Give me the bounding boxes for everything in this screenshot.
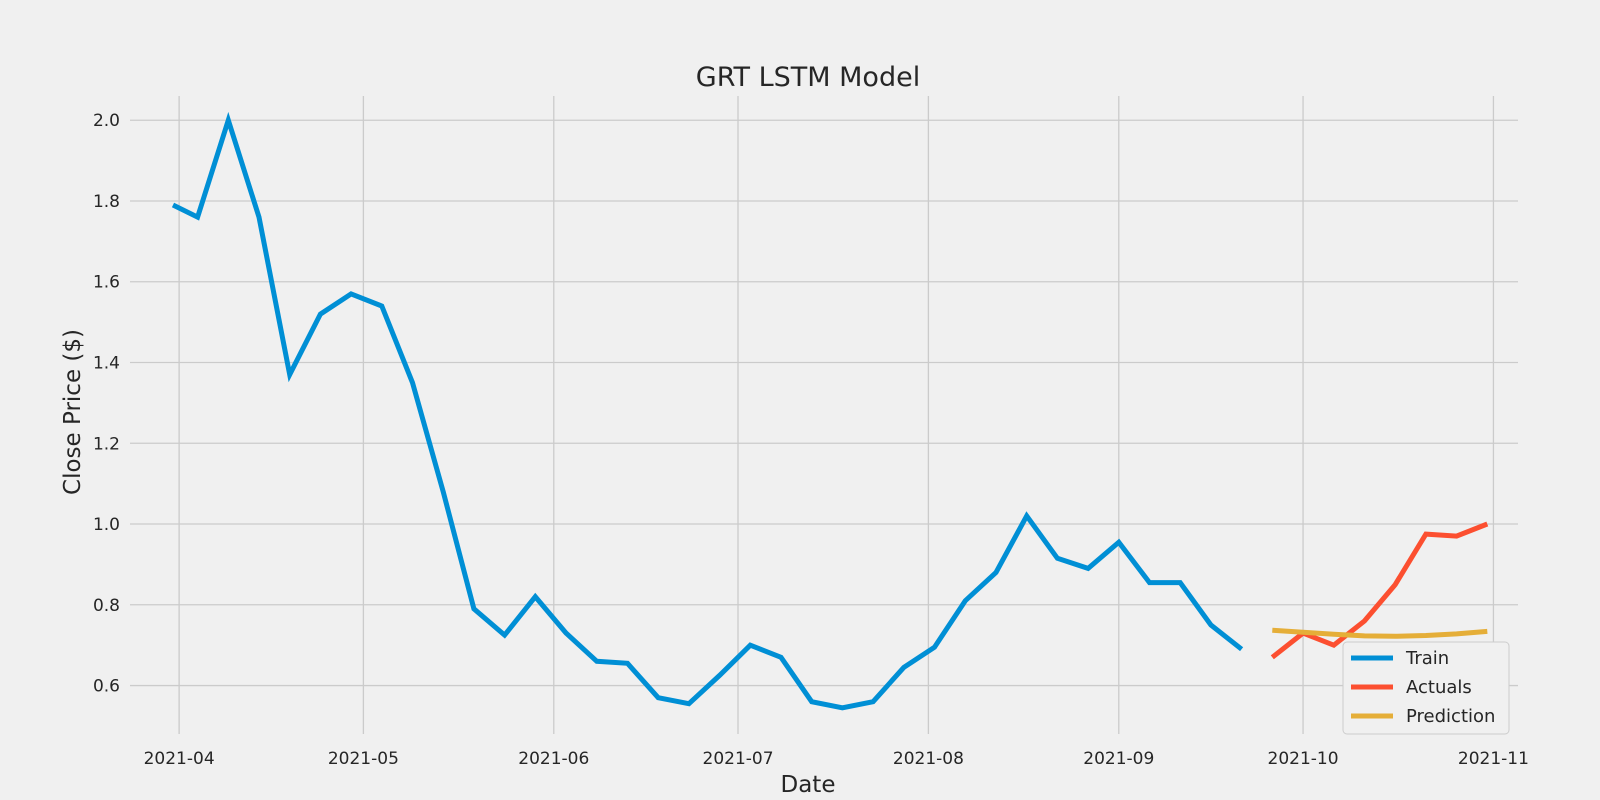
x-tick-label: 2021-05 xyxy=(328,749,399,769)
x-tick-label: 2021-11 xyxy=(1458,749,1529,769)
y-tick-label: 2.0 xyxy=(93,111,120,131)
y-tick-label: 1.6 xyxy=(93,273,120,293)
x-tick-label: 2021-04 xyxy=(144,749,215,769)
legend-label: Actuals xyxy=(1406,677,1472,698)
series-line-train xyxy=(171,111,1244,711)
y-tick-label: 0.6 xyxy=(93,677,120,697)
grid-lines xyxy=(130,96,1518,734)
series-line-actuals xyxy=(1270,521,1489,660)
x-tick-label: 2021-09 xyxy=(1083,749,1154,769)
y-tick-labels: 0.6 0.8 1.0 1.2 1.4 1.6 1.8 2.0 xyxy=(93,111,120,696)
y-tick-label: 1.2 xyxy=(93,434,120,454)
series-line-prediction xyxy=(1272,627,1488,639)
legend-label: Train xyxy=(1405,648,1449,669)
y-tick-label: 1.8 xyxy=(93,192,120,212)
x-tick-label: 2021-10 xyxy=(1268,749,1339,769)
legend: Train Actuals Prediction xyxy=(1342,641,1510,735)
y-tick-label: 1.0 xyxy=(93,515,120,535)
y-axis-title: Close Price ($) xyxy=(60,329,86,495)
chart-title: GRT LSTM Model xyxy=(696,62,920,93)
x-tick-label: 2021-07 xyxy=(703,749,774,769)
x-tick-label: 2021-06 xyxy=(518,749,589,769)
y-tick-label: 0.8 xyxy=(93,596,120,616)
series-layer xyxy=(171,111,1489,711)
legend-label: Prediction xyxy=(1406,706,1495,727)
x-tick-label: 2021-08 xyxy=(893,749,964,769)
x-axis-title: Date xyxy=(781,772,836,798)
legend-box xyxy=(1342,641,1510,735)
y-tick-label: 1.4 xyxy=(93,354,120,374)
x-tick-labels: 2021-04 2021-05 2021-06 2021-07 2021-08 2021-… xyxy=(144,749,1529,769)
